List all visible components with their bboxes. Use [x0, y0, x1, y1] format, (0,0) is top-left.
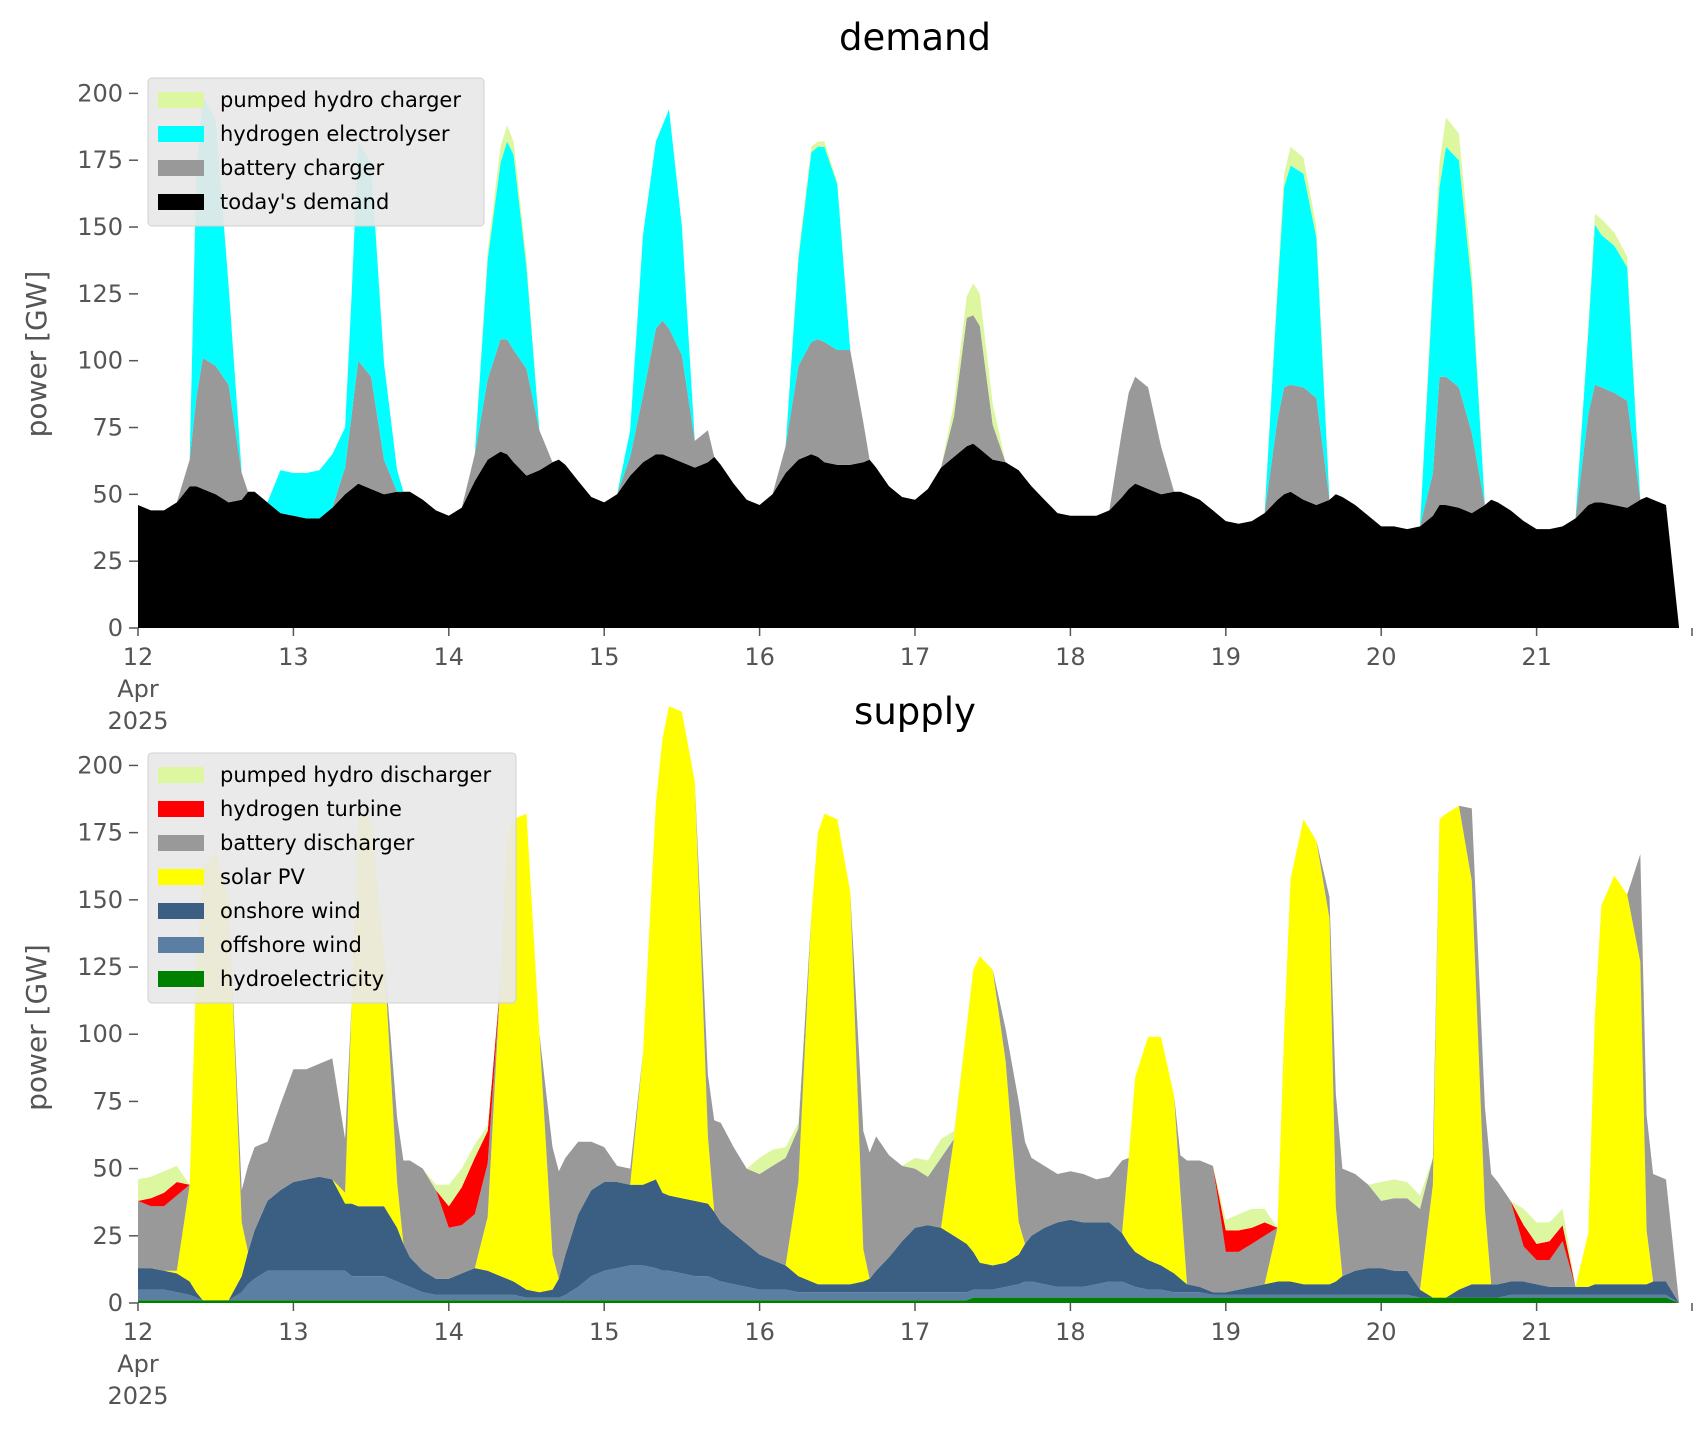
demand-x-tick-label: 20 [1366, 643, 1397, 671]
demand-x-tick-label: 15 [589, 643, 620, 671]
supply-y-tick-label: 75 [92, 1087, 123, 1115]
supply-legend-label-hydroelectricity: hydroelectricity [220, 967, 384, 991]
supply-y-tick-label: 25 [92, 1222, 123, 1250]
demand-x-tick-label: 21 [1521, 643, 1552, 671]
supply-legend-label-onshore-wind: onshore wind [220, 899, 361, 923]
supply-legend-label-offshore-wind: offshore wind [220, 933, 362, 957]
demand-legend-label-pumped-hydro-charger: pumped hydro charger [220, 88, 461, 112]
demand-area-battery-charger [138, 315, 1692, 628]
demand-y-tick-label: 0 [108, 614, 123, 642]
supply-legend-label-solar-pv: solar PV [220, 865, 305, 889]
demand-y-tick-label: 175 [77, 146, 123, 174]
demand-legend-swatch-today-s-demand [158, 194, 204, 210]
demand-legend-label-hydrogen-electrolyser: hydrogen electrolyser [220, 122, 450, 146]
supply-areas [138, 706, 1692, 1303]
supply-y-tick-label: 125 [77, 953, 123, 981]
demand-y-axis-label: power [GW] [20, 271, 53, 438]
supply-x-tick-label: 15 [589, 1318, 620, 1346]
demand-legend-swatch-pumped-hydro-charger [158, 92, 204, 108]
demand-x-date-label: 2025 [107, 707, 168, 735]
supply-x-tick-label: 13 [278, 1318, 309, 1346]
supply-legend-swatch-solar-pv [158, 869, 204, 885]
demand-x-tick-label: 17 [900, 643, 931, 671]
demand-y-tick-label: 25 [92, 547, 123, 575]
supply-legend-swatch-hydrogen-turbine [158, 801, 204, 817]
supply-y-tick-label: 175 [77, 819, 123, 847]
supply-area-solar-pv [138, 706, 1692, 1303]
demand-x-tick-label: 12 [123, 643, 154, 671]
demand-x-tick-label: 18 [1055, 643, 1086, 671]
demand-y-tick-label: 200 [77, 79, 123, 107]
supply-x-date-label: Apr [117, 1350, 159, 1378]
supply-x-tick-label: 19 [1211, 1318, 1242, 1346]
supply-area-offshore-wind [138, 1265, 1692, 1303]
demand-legend: pumped hydro charger hydrogen electrolyse… [147, 77, 485, 227]
demand-y-tick-label: 75 [92, 414, 123, 442]
supply-legend-swatch-battery-discharger [158, 835, 204, 851]
supply-x-tick-label: 18 [1055, 1318, 1086, 1346]
supply-x-tick-label: 17 [900, 1318, 931, 1346]
demand-title: demand [839, 16, 991, 59]
supply-y-tick-label: 50 [92, 1155, 123, 1183]
demand-y-tick-label: 100 [77, 347, 123, 375]
supply-legend-swatch-onshore-wind [158, 903, 204, 919]
demand-x-date-label: Apr [117, 675, 159, 703]
supply-x-tick-label: 20 [1366, 1318, 1397, 1346]
supply-legend-box [147, 752, 517, 1004]
supply-x-date-label: 2025 [107, 1382, 168, 1410]
supply-y-tick-label: 0 [108, 1289, 123, 1317]
supply-area-pumped-hydro-discharger [138, 706, 1692, 1303]
supply-legend-swatch-pumped-hydro-discharger [158, 767, 204, 783]
demand-y-tick-label: 125 [77, 280, 123, 308]
demand-legend-box [147, 77, 485, 227]
supply-y-tick-label: 200 [77, 751, 123, 779]
demand-panel: demand power [GW] 0 25 50 75 100 125 150 175 200 12… [20, 16, 1693, 735]
demand-x-tick-label: 19 [1211, 643, 1242, 671]
demand-x-tick-label: 14 [434, 643, 465, 671]
supply-legend-swatch-hydroelectricity [158, 971, 204, 987]
supply-legend-swatch-offshore-wind [158, 937, 204, 953]
supply-legend-label-battery-discharger: battery discharger [220, 831, 415, 855]
demand-areas [138, 96, 1692, 628]
supply-area-onshore-wind [138, 1176, 1692, 1303]
supply-legend-label-hydrogen-turbine: hydrogen turbine [220, 797, 402, 821]
demand-x-tick-label: 13 [278, 643, 309, 671]
demand-y-tick-label: 50 [92, 480, 123, 508]
supply-panel: supply power [GW] 0 25 50 75 100 125 150 175 200 12… [20, 690, 1693, 1410]
demand-legend-swatch-hydrogen-electrolyser [158, 126, 204, 142]
supply-x-tick-label: 12 [123, 1318, 154, 1346]
demand-x-tick-label: 16 [744, 643, 775, 671]
supply-x-tick-label: 14 [434, 1318, 465, 1346]
supply-y-axis-label: power [GW] [20, 944, 53, 1111]
supply-title: supply [854, 690, 976, 733]
supply-x-tick-label: 16 [744, 1318, 775, 1346]
supply-x-tick-label: 21 [1521, 1318, 1552, 1346]
supply-area-battery-discharger [138, 706, 1692, 1303]
supply-legend-label-pumped-hydro-discharger: pumped hydro discharger [220, 763, 491, 787]
supply-y-tick-label: 100 [77, 1020, 123, 1048]
supply-legend: pumped hydro discharger hydrogen turbine b… [147, 752, 517, 1004]
demand-y-tick-label: 150 [77, 213, 123, 241]
demand-area-today-s-demand [138, 443, 1692, 628]
demand-legend-label-today-s-demand: today's demand [220, 190, 389, 214]
demand-area-hydrogen-electrolyser [138, 96, 1692, 628]
demand-legend-swatch-battery-charger [158, 160, 204, 176]
supply-y-tick-label: 150 [77, 886, 123, 914]
demand-legend-label-battery-charger: battery charger [220, 156, 385, 180]
